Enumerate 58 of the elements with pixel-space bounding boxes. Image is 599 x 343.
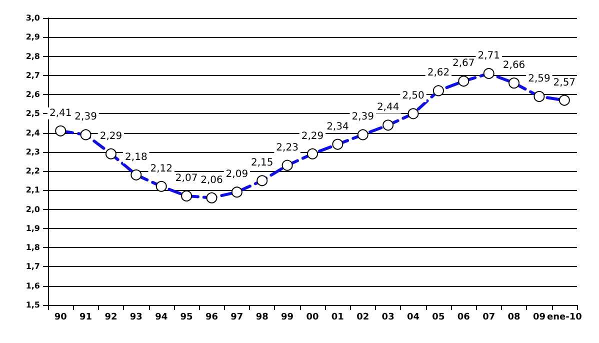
- data-label: 2,44: [376, 102, 400, 114]
- x-tick-label: ene-10: [546, 312, 582, 322]
- data-label: 2,09: [226, 169, 248, 180]
- x-tick-label: 07: [482, 312, 496, 322]
- data-label: 2,23: [276, 142, 298, 154]
- x-tick-label: 94: [155, 312, 168, 322]
- x-tick-label: 96: [205, 312, 218, 322]
- x-tick-label: 90: [54, 312, 67, 322]
- x-tick-label: 95: [180, 312, 193, 322]
- y-tick-label: 2,6: [26, 90, 40, 100]
- data-label: 2,07: [175, 172, 198, 184]
- x-tick-label: 98: [256, 312, 268, 322]
- y-tick-label: 2,9: [26, 32, 40, 42]
- data-label: 2,29: [100, 130, 122, 142]
- data-label: 2,15: [250, 158, 274, 169]
- data-label: 2,59: [528, 73, 550, 84]
- x-tick-label: 01: [331, 312, 344, 322]
- y-tick-label: 2,5: [26, 109, 40, 118]
- x-tick-label: 02: [356, 312, 370, 322]
- y-tick-label: 1,8: [26, 243, 40, 252]
- data-label: 2,71: [478, 50, 500, 62]
- data-label: 2,67: [452, 58, 475, 70]
- data-label: 2,18: [125, 152, 148, 163]
- data-label: 2,41: [49, 108, 72, 119]
- data-label: 2,06: [200, 174, 223, 186]
- y-tick-label: 1,6: [26, 281, 40, 290]
- y-tick-label: 1,7: [26, 262, 40, 272]
- x-tick-label: 03: [382, 312, 394, 322]
- data-label: 2,29: [301, 130, 324, 142]
- x-tick-label: 09: [532, 312, 546, 322]
- y-tick-label: 2,2: [26, 166, 40, 176]
- x-tick-label: 04: [406, 312, 420, 322]
- x-tick-label: 00: [306, 312, 319, 322]
- data-label: 2,66: [502, 60, 526, 72]
- y-tick-label: 2,1: [26, 186, 40, 195]
- data-label: 2,62: [427, 68, 450, 79]
- data-label: 2,50: [402, 90, 424, 102]
- x-tick-label: 99: [281, 312, 294, 322]
- x-tick-label: 92: [104, 312, 118, 322]
- x-tick-label: 06: [457, 312, 470, 322]
- y-tick-label: 2,0: [26, 204, 40, 214]
- x-tick-label: 97: [230, 312, 244, 322]
- data-label: 2,34: [326, 121, 349, 132]
- x-tick-label: 91: [80, 312, 92, 322]
- y-tick-label: 2,3: [26, 147, 40, 156]
- data-label: 2,39: [74, 112, 97, 123]
- data-label: 2,12: [150, 163, 172, 174]
- x-tick-label: 05: [432, 312, 445, 322]
- y-tick-label: 1,9: [26, 224, 40, 233]
- x-tick-label: 08: [508, 312, 520, 322]
- y-tick-label: 2,4: [26, 128, 40, 138]
- x-tick-label: 93: [130, 312, 142, 322]
- y-tick-label: 2,8: [26, 52, 40, 61]
- y-tick-label: 2,7: [26, 70, 40, 80]
- y-tick-label: 1,5: [26, 300, 40, 310]
- y-tick-label: 3,0: [26, 14, 40, 22]
- data-label: 2,57: [553, 77, 576, 88]
- data-label: 2,39: [352, 112, 374, 123]
